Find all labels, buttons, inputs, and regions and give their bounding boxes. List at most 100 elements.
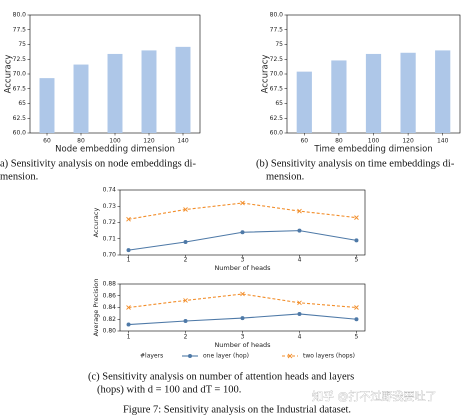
y-tick-label: 75 <box>18 41 26 48</box>
legend-title: #layers <box>140 353 163 360</box>
x-axis-label: Node embedding dimension <box>55 145 175 155</box>
y-tick-label: 62.5 <box>270 115 284 122</box>
point <box>297 311 302 316</box>
point <box>297 300 302 306</box>
y-tick-label: 65 <box>275 100 283 107</box>
plot-frame <box>119 189 366 256</box>
y-tick-label: 0.70 <box>103 252 117 259</box>
point <box>240 291 245 297</box>
bar <box>175 46 191 133</box>
point <box>183 298 188 303</box>
y-tick-label: 0.86 <box>103 292 117 299</box>
y-tick-label: 67.5 <box>270 85 284 92</box>
y-tick-label: 80.0 <box>13 12 27 19</box>
point <box>183 319 188 324</box>
x-tick-label: 100 <box>368 138 380 145</box>
y-tick-label: 72.5 <box>13 56 27 63</box>
x-tick-label: 2 <box>184 334 188 341</box>
x-tick-label: 80 <box>77 138 85 145</box>
legend-marker <box>287 353 293 359</box>
y-tick-label: 0.80 <box>103 328 117 335</box>
y-axis-label: Accuracy <box>92 208 100 238</box>
legend-marker <box>188 354 192 358</box>
y-tick-label: 0.72 <box>103 219 117 226</box>
figure-caption: Figure 7: Sensitivity analysis on the In… <box>123 404 351 415</box>
x-tick-label: 4 <box>298 257 302 264</box>
y-tick-label: 0.84 <box>103 304 117 311</box>
bar <box>296 71 312 133</box>
x-tick-label: 100 <box>109 138 121 145</box>
x-tick-label: 3 <box>241 257 245 264</box>
y-tick-label: 0.74 <box>103 187 117 194</box>
x-tick-label: 80 <box>335 138 343 145</box>
point <box>126 322 131 327</box>
y-tick-label: 60.0 <box>13 130 27 137</box>
point <box>297 228 302 233</box>
caption-line: mension. <box>0 171 38 182</box>
x-tick-label: 120 <box>143 138 155 145</box>
y-tick-label: 72.5 <box>270 56 284 63</box>
bar <box>39 78 55 133</box>
caption-line: (b) Sensitivity analysis on time embeddi… <box>256 158 455 169</box>
plot-frame <box>119 283 366 332</box>
x-tick-label: 5 <box>355 334 359 341</box>
x-tick-label: 60 <box>300 138 308 145</box>
bar <box>73 64 89 133</box>
y-tick-label: 65 <box>18 100 26 107</box>
y-tick-label: 60.0 <box>270 130 284 137</box>
caption-line: (c) Sensitivity analysis on number of at… <box>88 371 354 382</box>
point <box>297 208 302 214</box>
caption-line: a) Sensitivity analysis on node embeddin… <box>0 158 196 169</box>
legend-label: one layer (hop) <box>203 353 249 360</box>
x-tick-label: 5 <box>355 257 359 264</box>
y-tick-label: 70.0 <box>270 71 284 78</box>
point <box>354 215 359 220</box>
x-tick-label: 2 <box>184 257 188 264</box>
y-tick-label: 67.5 <box>13 85 27 92</box>
y-tick-label: 70.0 <box>13 71 27 78</box>
x-tick-label: 120 <box>402 138 414 145</box>
point <box>354 305 359 310</box>
y-tick-label: 0.71 <box>103 235 117 242</box>
x-axis-label: Number of heads <box>214 341 271 349</box>
bar <box>107 53 123 133</box>
y-tick-label: 62.5 <box>13 115 27 122</box>
y-axis-label: Accuracy <box>4 55 14 94</box>
point <box>183 207 188 212</box>
series-line <box>128 202 357 220</box>
watermark: 知乎 @打不过野我要吐了 <box>312 389 437 403</box>
y-axis-label: Average Precision <box>92 279 100 337</box>
y-tick-label: 75 <box>275 41 283 48</box>
x-tick-label: 3 <box>241 334 245 341</box>
y-tick-label: 0.88 <box>103 281 117 288</box>
bar <box>365 53 382 133</box>
point <box>354 317 359 322</box>
x-tick-label: 4 <box>298 334 302 341</box>
x-tick-label: 1 <box>127 334 131 341</box>
point <box>240 316 245 321</box>
point <box>126 216 131 222</box>
caption-line: mension. <box>266 171 304 182</box>
point <box>240 230 245 235</box>
legend-label: two layers (hops) <box>303 353 355 360</box>
y-tick-label: 77.5 <box>270 26 284 33</box>
x-axis-label: Number of heads <box>214 264 271 272</box>
point <box>354 238 359 243</box>
bar <box>331 60 347 133</box>
bar <box>435 50 451 133</box>
point <box>240 200 245 206</box>
point <box>183 240 188 244</box>
point <box>126 248 131 253</box>
y-tick-label: 77.5 <box>13 26 27 33</box>
bar <box>400 52 416 134</box>
x-tick-label: 1 <box>127 257 131 264</box>
series-line <box>128 293 357 309</box>
y-tick-label: 0.82 <box>103 316 117 323</box>
y-tick-label: 0.73 <box>103 203 117 210</box>
point <box>126 305 131 310</box>
x-tick-label: 140 <box>177 138 189 145</box>
y-tick-label: 80.0 <box>270 12 284 19</box>
bar <box>141 50 157 133</box>
caption-line: (hops) with d = 100 and dT = 100. <box>97 384 241 395</box>
